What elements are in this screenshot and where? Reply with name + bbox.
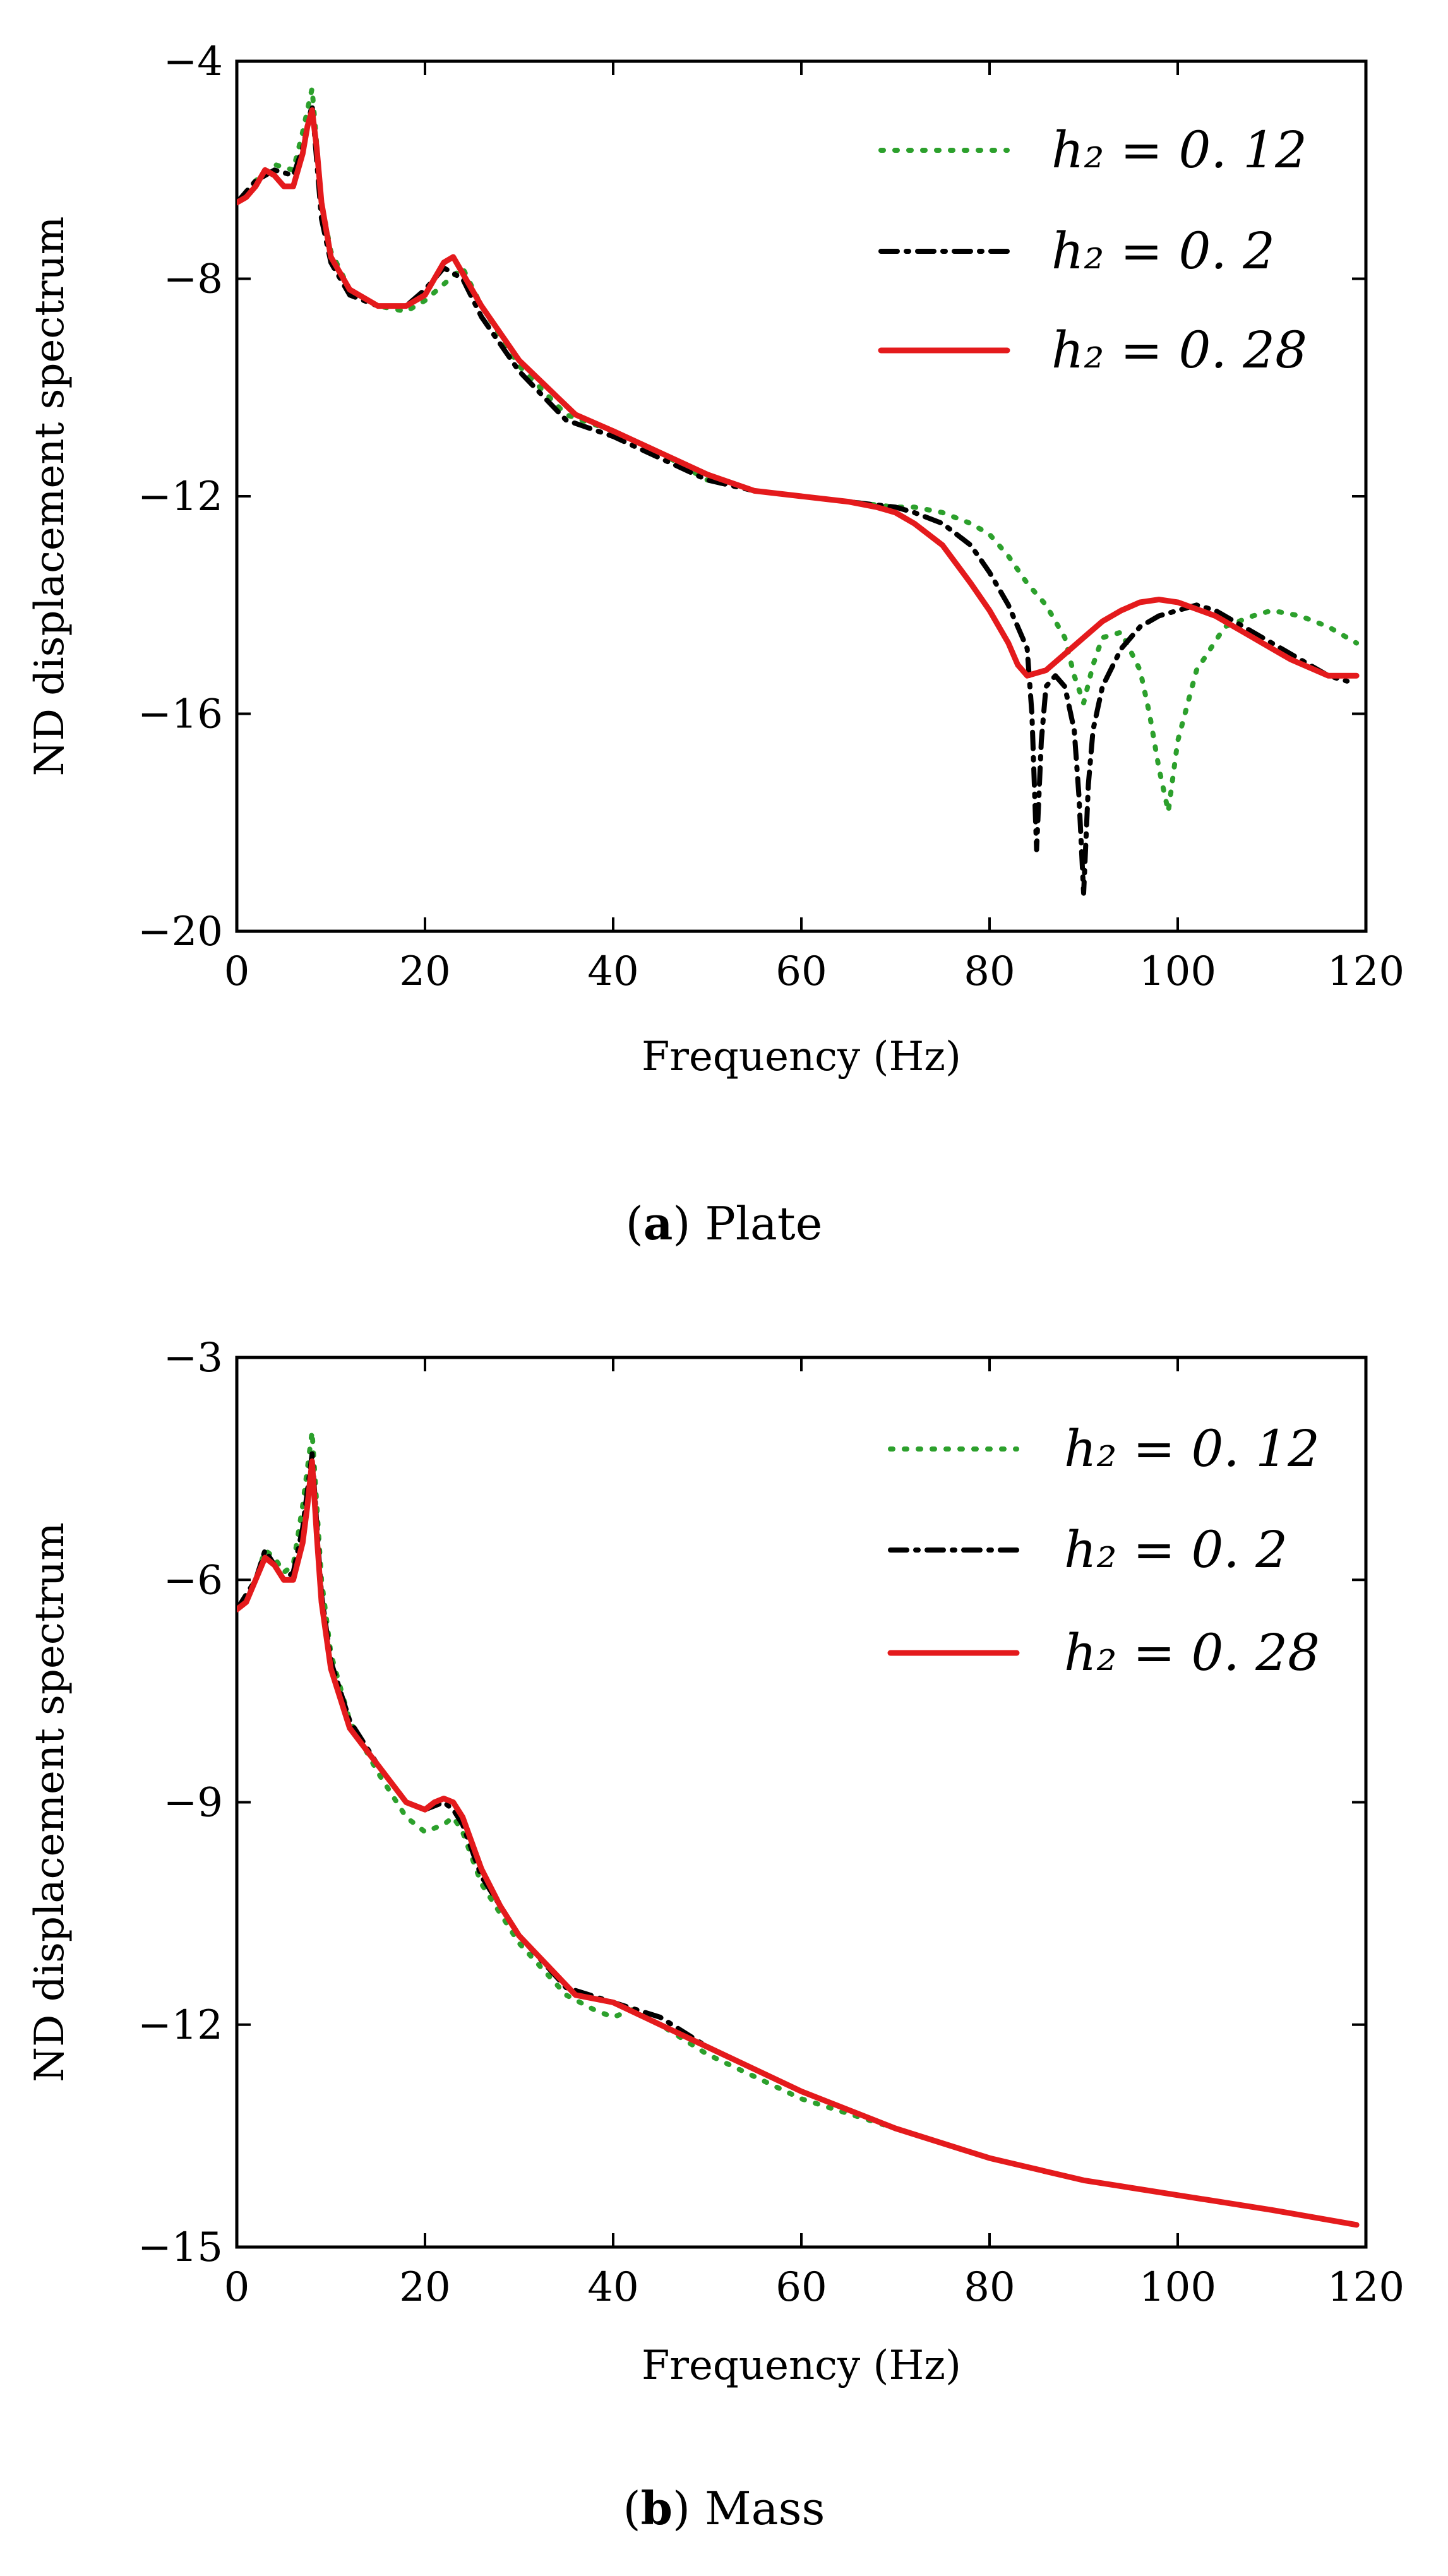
mass-panel: 0 20 40 60 80 100 120 −15 −12 −9 −6 −3 Frequency (Hz… — [27, 1335, 1404, 2389]
plate-caption-text: Plate — [705, 1197, 823, 1250]
mass-xtick-label-100: 100 — [1139, 2264, 1216, 2311]
plate-xtick-label-20: 20 — [399, 948, 450, 995]
mass-ytick-label--12: −12 — [138, 2002, 223, 2049]
mass-x-axis-label: Frequency (Hz) — [642, 2342, 961, 2389]
mass-ytick-label--3: −3 — [164, 1335, 223, 1381]
plate-series-line-0 — [237, 86, 1360, 814]
plate-legend-label-2: h₂ = 0. 28 — [1051, 321, 1307, 379]
plate-ytick-label--4: −4 — [164, 39, 223, 85]
mass-xtick-label-60: 60 — [775, 2264, 827, 2311]
mass-series-line-0 — [237, 1429, 1360, 2227]
mass-caption-letter: b — [640, 2481, 673, 2535]
mass-xtick-label-40: 40 — [587, 2264, 638, 2311]
plate-series-line-2 — [237, 107, 1360, 679]
mass-series-line-2 — [237, 1458, 1360, 2228]
plate-xtick-label-60: 60 — [775, 948, 827, 995]
plate-ytick-label--8: −8 — [164, 256, 223, 303]
plate-y-axis-label: ND displacement spectrum — [27, 217, 73, 777]
plate-ytick-label--20: −20 — [138, 909, 223, 955]
plate-xtick-label-100: 100 — [1139, 948, 1216, 995]
plate-x-axis-label: Frequency (Hz) — [642, 1034, 961, 1080]
plate-xtick-label-80: 80 — [964, 948, 1015, 995]
mass-legend-label-1: h₂ = 0. 2 — [1064, 1520, 1288, 1579]
plate-ytick-label--12: −12 — [138, 474, 223, 520]
mass-caption: (b) Mass — [623, 2481, 825, 2535]
plate-caption: (a) Plate — [625, 1196, 823, 1250]
mass-xtick-label-120: 120 — [1327, 2264, 1404, 2311]
mass-series-group — [237, 1429, 1360, 2228]
plate-xtick-label-40: 40 — [587, 948, 638, 995]
mass-legend-label-0: h₂ = 0. 12 — [1064, 1419, 1320, 1478]
plate-panel: 0 20 40 60 80 100 120 −20 −16 −12 −8 −4 Frequency (H… — [27, 39, 1404, 1080]
plate-caption-letter: a — [643, 1196, 673, 1250]
mass-ytick-label--15: −15 — [138, 2224, 223, 2271]
plate-xtick-label-0: 0 — [224, 948, 250, 995]
mass-caption-text: Mass — [704, 2482, 825, 2535]
mass-xtick-label-80: 80 — [964, 2264, 1015, 2311]
mass-ytick-label--9: −9 — [164, 1780, 223, 1827]
mass-legend-label-2: h₂ = 0. 28 — [1064, 1623, 1320, 1682]
mass-xtick-label-20: 20 — [399, 2264, 450, 2311]
plate-series-group — [237, 86, 1360, 896]
mass-y-axis-label: ND displacement spectrum — [27, 1522, 73, 2082]
mass-ytick-label--6: −6 — [164, 1557, 223, 1604]
plate-ytick-label--16: −16 — [138, 691, 223, 738]
plate-legend-label-1: h₂ = 0. 2 — [1051, 222, 1275, 280]
mass-xtick-label-0: 0 — [224, 2264, 250, 2311]
plate-xtick-label-120: 120 — [1327, 948, 1404, 995]
plate-legend-label-0: h₂ = 0. 12 — [1051, 121, 1307, 179]
